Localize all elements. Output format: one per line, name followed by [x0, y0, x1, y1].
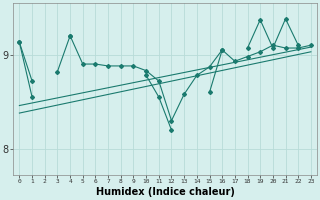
- X-axis label: Humidex (Indice chaleur): Humidex (Indice chaleur): [96, 187, 235, 197]
